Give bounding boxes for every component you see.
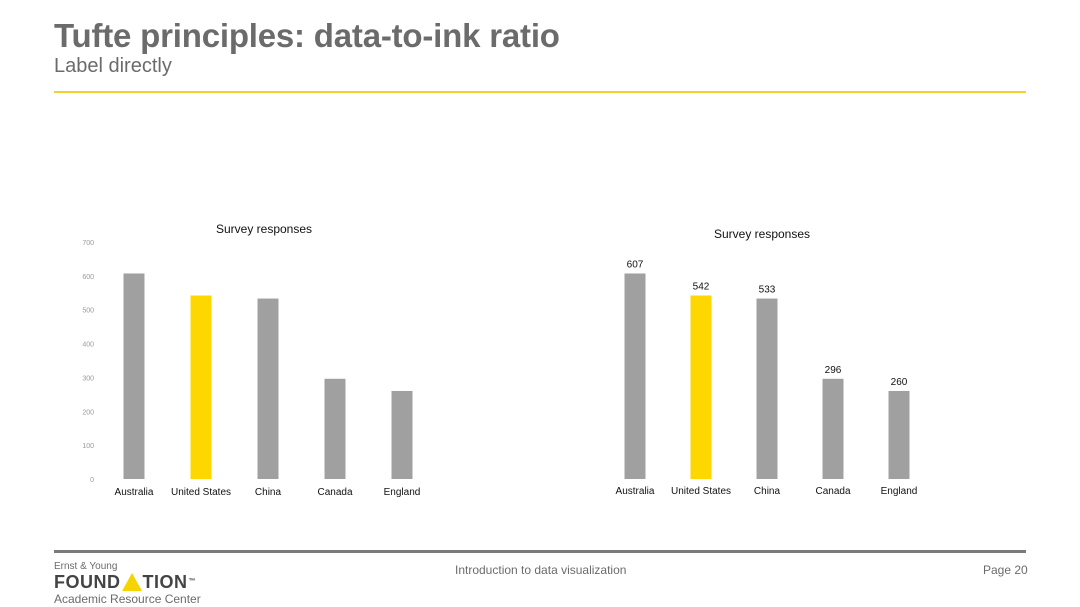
ey-foundation-logo: Ernst & Young FOUND TION ™ Academic Reso… xyxy=(54,561,201,606)
bar-canada xyxy=(324,378,346,479)
y-tick-label: 300 xyxy=(82,375,94,382)
data-label: 607 xyxy=(627,259,644,270)
logo-wordmark: FOUND TION ™ xyxy=(54,572,201,592)
logo-trademark: ™ xyxy=(188,578,196,585)
bar-united-states xyxy=(190,295,212,479)
x-tick-label: Canada xyxy=(317,487,352,498)
x-tick-label: Australia xyxy=(616,486,655,497)
data-label: 542 xyxy=(693,281,710,292)
y-tick-label: 600 xyxy=(82,274,94,281)
bar-united-states xyxy=(690,295,712,479)
footer-page-number: Page 20 xyxy=(983,563,1028,577)
data-label: 296 xyxy=(825,365,842,376)
bar-china xyxy=(756,298,778,479)
slide-subtitle: Label directly xyxy=(54,55,172,77)
bar-china xyxy=(257,298,279,479)
bar-england xyxy=(888,390,910,479)
y-tick-label: 0 xyxy=(90,477,94,484)
bar-england xyxy=(391,390,413,479)
x-tick-label: England xyxy=(384,487,421,498)
chart-title: Survey responses xyxy=(714,227,810,241)
y-tick-label: 500 xyxy=(82,308,94,315)
x-tick-label: United States xyxy=(171,487,231,498)
x-tick-label: China xyxy=(255,487,282,498)
bar-australia xyxy=(624,273,646,479)
logo-line3: Academic Resource Center xyxy=(54,592,201,606)
slide-title: Tufte principles: data-to-ink ratio xyxy=(54,17,560,54)
data-label: 260 xyxy=(891,377,908,388)
logo-word-left: FOUND xyxy=(54,572,121,592)
footer-course-title: Introduction to data visualization xyxy=(455,563,627,577)
footer-divider xyxy=(54,550,1026,553)
bar-canada xyxy=(822,378,844,479)
x-tick-label: Australia xyxy=(115,487,154,498)
x-tick-label: United States xyxy=(671,486,731,497)
chart-left: Survey responses 0 100 200 300 400 500 600 700 Au… xyxy=(82,222,421,498)
data-label: 533 xyxy=(759,285,776,296)
x-tick-label: Canada xyxy=(815,486,850,497)
x-tick-label: England xyxy=(881,486,918,497)
bar-australia xyxy=(123,273,145,479)
x-tick-label: China xyxy=(754,486,781,497)
y-tick-label: 400 xyxy=(82,342,94,349)
chart-title: Survey responses xyxy=(216,222,312,236)
y-tick-label: 700 xyxy=(82,240,94,247)
y-tick-label: 200 xyxy=(82,409,94,416)
y-tick-label: 100 xyxy=(82,443,94,450)
title-divider xyxy=(54,91,1026,93)
logo-triangle-icon xyxy=(121,573,142,591)
logo-word-right: TION xyxy=(142,572,188,592)
chart-right: Survey responses Australia 607 United State… xyxy=(616,227,918,497)
logo-line1: Ernst & Young xyxy=(54,561,118,572)
